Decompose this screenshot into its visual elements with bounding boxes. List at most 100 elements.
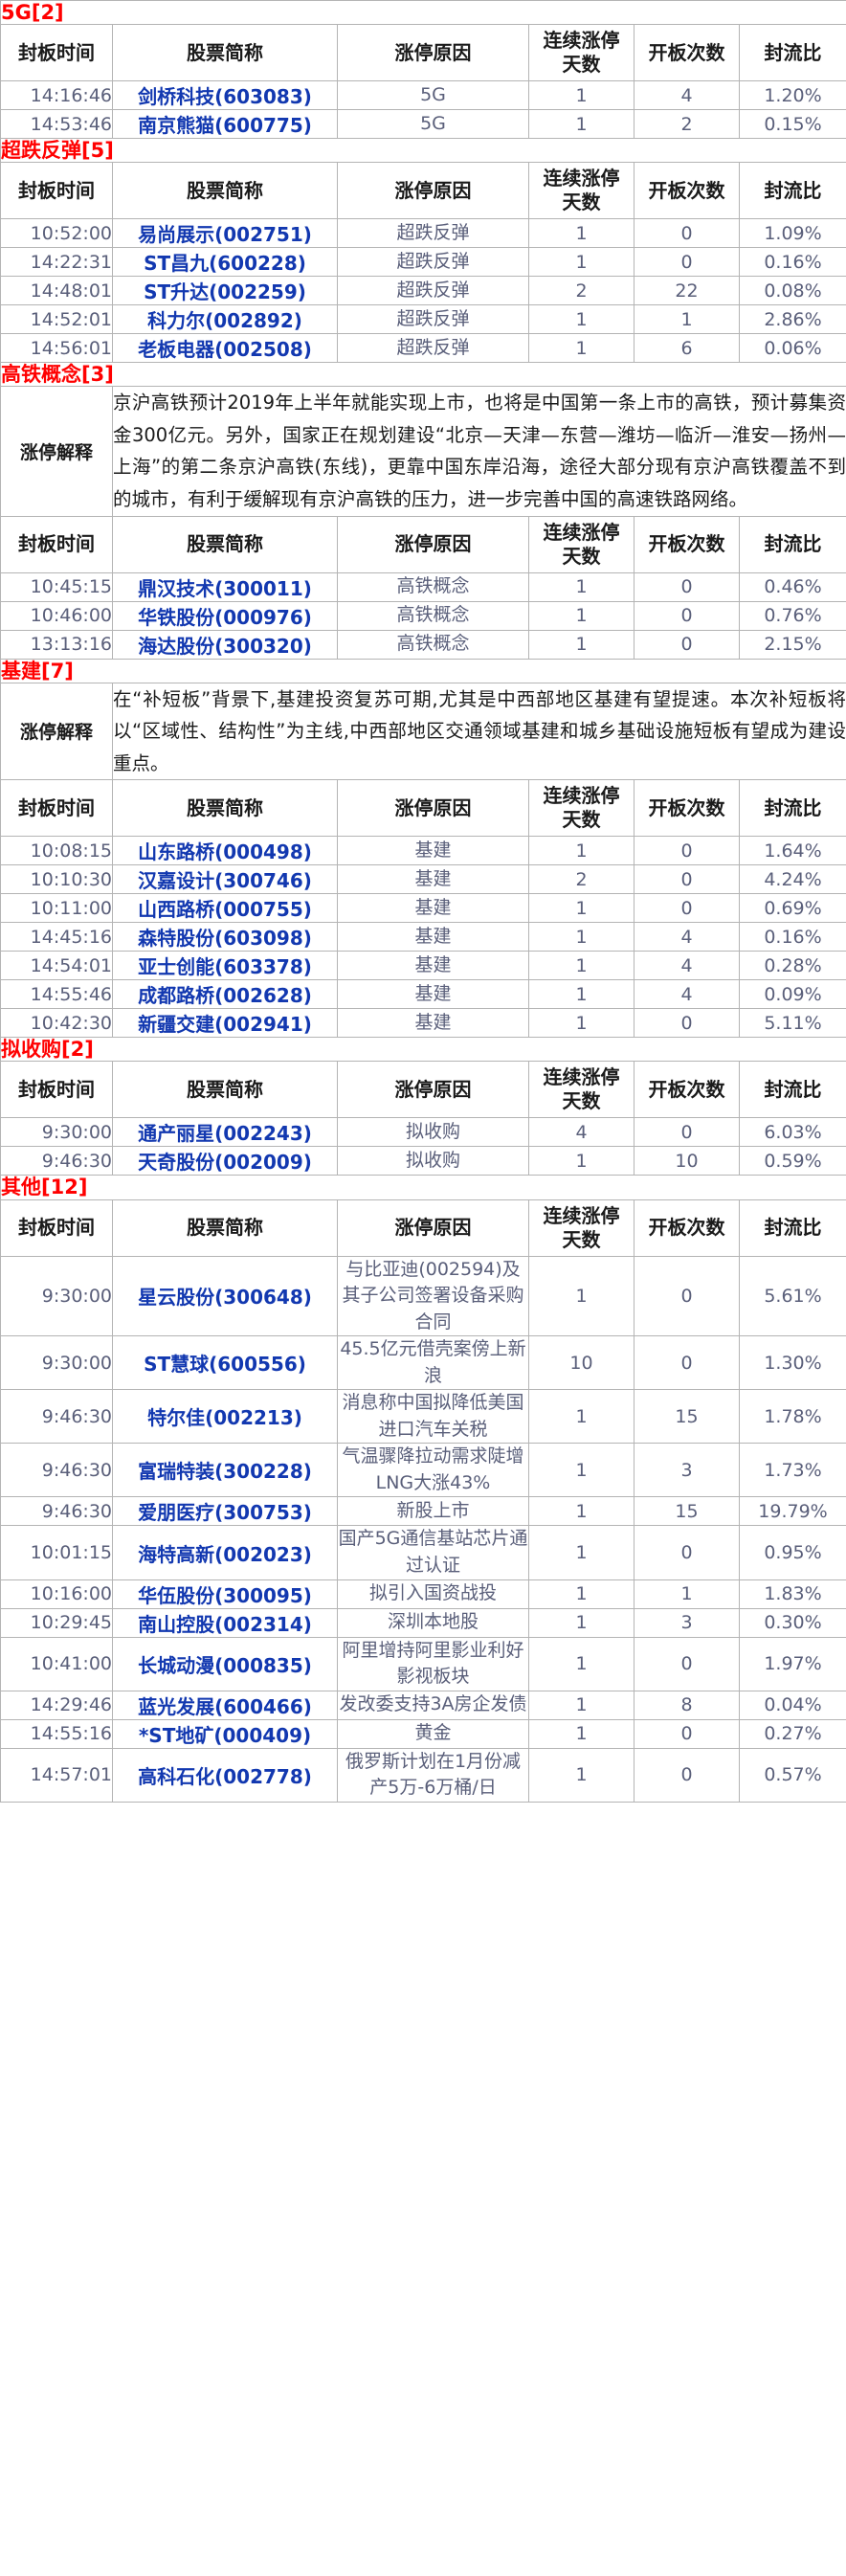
- table-row: 14:53:46 南京熊猫(600775) 5G 1 2 0.15%: [0, 109, 846, 140]
- cell-stock-name[interactable]: 汉嘉设计(300746): [112, 864, 338, 895]
- cell-stock-name[interactable]: 星云股份(300648): [112, 1255, 338, 1337]
- cell-stock-name[interactable]: 鼎汉技术(300011): [112, 571, 338, 602]
- cell-stock-name[interactable]: 海达股份(300320): [112, 629, 338, 660]
- sector-title-row: 高铁概念[3]: [0, 362, 846, 388]
- cell-stock-name[interactable]: ST升达(002259): [112, 276, 338, 306]
- cell-stock-name[interactable]: 高科石化(002778): [112, 1747, 338, 1803]
- cell-fengban-time: 10:11:00: [0, 893, 113, 924]
- cell-open-count: 0: [634, 1335, 740, 1391]
- cell-stock-name[interactable]: 成都路桥(002628): [112, 979, 338, 1010]
- column-header-reason: 涨停原因: [337, 779, 529, 838]
- cell-consecutive-days: 1: [528, 893, 634, 924]
- cell-seal-ratio: 2.86%: [739, 304, 846, 335]
- cell-open-count: 0: [634, 600, 740, 631]
- cell-stock-name[interactable]: 剑桥科技(603083): [112, 80, 338, 111]
- table-row: 9:46:30 天奇股份(002009) 拟收购 1 10 0.59%: [0, 1146, 846, 1176]
- cell-limit-up-reason: 基建: [337, 1008, 529, 1039]
- cell-stock-name[interactable]: 山西路桥(000755): [112, 893, 338, 924]
- cell-fengban-time: 13:13:16: [0, 629, 113, 660]
- cell-limit-up-reason: 高铁概念: [337, 600, 529, 631]
- cell-stock-name[interactable]: 华铁股份(000976): [112, 600, 338, 631]
- cell-consecutive-days: 1: [528, 1718, 634, 1749]
- table-row: 9:46:30 特尔佳(002213) 消息称中国拟降低美国进口汽车关税 1 15 1.7…: [0, 1389, 846, 1445]
- cell-consecutive-days: 1: [528, 1496, 634, 1527]
- cell-stock-name[interactable]: 新疆交建(002941): [112, 1008, 338, 1039]
- cell-consecutive-days: 1: [528, 571, 634, 602]
- cell-stock-name[interactable]: 山东路桥(000498): [112, 836, 338, 866]
- cell-stock-name[interactable]: 天奇股份(002009): [112, 1146, 338, 1176]
- cell-limit-up-reason: 基建: [337, 836, 529, 866]
- cell-consecutive-days: 1: [528, 951, 634, 981]
- column-header-ratio: 封流比: [739, 162, 846, 220]
- cell-fengban-time: 10:29:45: [0, 1607, 113, 1638]
- cell-stock-name[interactable]: ST慧球(600556): [112, 1335, 338, 1391]
- cell-stock-name[interactable]: 海特高新(002023): [112, 1525, 338, 1580]
- cell-stock-name[interactable]: 华伍股份(300095): [112, 1579, 338, 1609]
- cell-limit-up-reason: 超跌反弹: [337, 218, 529, 249]
- sector-title: 高铁概念[3]: [0, 362, 846, 388]
- column-header-open-count: 开板次数: [634, 162, 740, 220]
- cell-stock-name[interactable]: 南山控股(002314): [112, 1607, 338, 1638]
- cell-open-count: 0: [634, 629, 740, 660]
- cell-stock-name[interactable]: 科力尔(002892): [112, 304, 338, 335]
- cell-stock-name[interactable]: 爱朋医疗(300753): [112, 1496, 338, 1527]
- cell-fengban-time: 14:45:16: [0, 922, 113, 952]
- cell-fengban-time: 14:16:46: [0, 80, 113, 111]
- cell-limit-up-reason: 高铁概念: [337, 629, 529, 660]
- column-header-days-line2: 天数: [562, 53, 601, 77]
- table-row: 14:52:01 科力尔(002892) 超跌反弹 1 1 2.86%: [0, 304, 846, 335]
- cell-stock-name[interactable]: 富瑞特装(300228): [112, 1443, 338, 1498]
- cell-stock-name[interactable]: 亚士创能(603378): [112, 951, 338, 981]
- column-header-name: 股票简称: [112, 515, 338, 573]
- cell-fengban-time: 14:54:01: [0, 951, 113, 981]
- sector-title-row: 超跌反弹[5]: [0, 138, 846, 164]
- cell-stock-name[interactable]: 老板电器(002508): [112, 333, 338, 364]
- cell-open-count: 0: [634, 218, 740, 249]
- cell-open-count: 4: [634, 80, 740, 111]
- cell-stock-name[interactable]: 南京熊猫(600775): [112, 109, 338, 140]
- table-row: 14:29:46 蓝光发展(600466) 发改委支持3A房企发债 1 8 0.04%: [0, 1690, 846, 1720]
- cell-limit-up-reason: 基建: [337, 951, 529, 981]
- cell-open-count: 0: [634, 1117, 740, 1148]
- cell-stock-name[interactable]: 蓝光发展(600466): [112, 1690, 338, 1720]
- column-header-reason: 涨停原因: [337, 1198, 529, 1257]
- table-row: 9:46:30 富瑞特装(300228) 气温骤降拉动需求陡增LNG大涨43% 1 3 1…: [0, 1443, 846, 1498]
- column-header-time: 封板时间: [0, 1061, 113, 1119]
- cell-stock-name[interactable]: 长城动漫(000835): [112, 1636, 338, 1691]
- column-header-name: 股票简称: [112, 24, 338, 82]
- sector-title-row: 拟收购[2]: [0, 1037, 846, 1063]
- sector-title-row: 基建[7]: [0, 658, 846, 683]
- table-row: 14:57:01 高科石化(002778) 俄罗斯计划在1月份减产5万-6万桶/日 1…: [0, 1747, 846, 1803]
- column-header-days: 连续涨停 天数: [528, 515, 634, 573]
- table-row: 14:45:16 森特股份(603098) 基建 1 4 0.16%: [0, 922, 846, 952]
- sector-title-row: 其他[12]: [0, 1175, 846, 1200]
- sector-title: 拟收购[2]: [0, 1037, 846, 1063]
- cell-stock-name[interactable]: 通产丽星(002243): [112, 1117, 338, 1148]
- column-header-open-count: 开板次数: [634, 515, 740, 573]
- cell-consecutive-days: 2: [528, 276, 634, 306]
- cell-consecutive-days: 1: [528, 1443, 634, 1498]
- column-header-ratio: 封流比: [739, 1061, 846, 1119]
- cell-consecutive-days: 1: [528, 247, 634, 278]
- cell-fengban-time: 9:30:00: [0, 1255, 113, 1337]
- cell-stock-name[interactable]: 易尚展示(002751): [112, 218, 338, 249]
- cell-stock-name[interactable]: ST昌九(600228): [112, 247, 338, 278]
- cell-limit-up-reason: 深圳本地股: [337, 1607, 529, 1638]
- cell-stock-name[interactable]: 森特股份(603098): [112, 922, 338, 952]
- table-row: 10:45:15 鼎汉技术(300011) 高铁概念 1 0 0.46%: [0, 571, 846, 602]
- cell-open-count: 15: [634, 1496, 740, 1527]
- cell-consecutive-days: 1: [528, 109, 634, 140]
- cell-consecutive-days: 1: [528, 1579, 634, 1609]
- cell-seal-ratio: 0.46%: [739, 571, 846, 602]
- cell-seal-ratio: 1.64%: [739, 836, 846, 866]
- cell-stock-name[interactable]: 特尔佳(002213): [112, 1389, 338, 1445]
- table-row: 10:08:15 山东路桥(000498) 基建 1 0 1.64%: [0, 836, 846, 866]
- column-header-reason: 涨停原因: [337, 515, 529, 573]
- cell-limit-up-reason: 阿里增持阿里影业利好影视板块: [337, 1636, 529, 1691]
- cell-seal-ratio: 0.06%: [739, 333, 846, 364]
- cell-fengban-time: 14:55:46: [0, 979, 113, 1010]
- column-header-open-count: 开板次数: [634, 24, 740, 82]
- cell-consecutive-days: 4: [528, 1117, 634, 1148]
- cell-limit-up-reason: 基建: [337, 864, 529, 895]
- cell-stock-name[interactable]: *ST地矿(000409): [112, 1718, 338, 1749]
